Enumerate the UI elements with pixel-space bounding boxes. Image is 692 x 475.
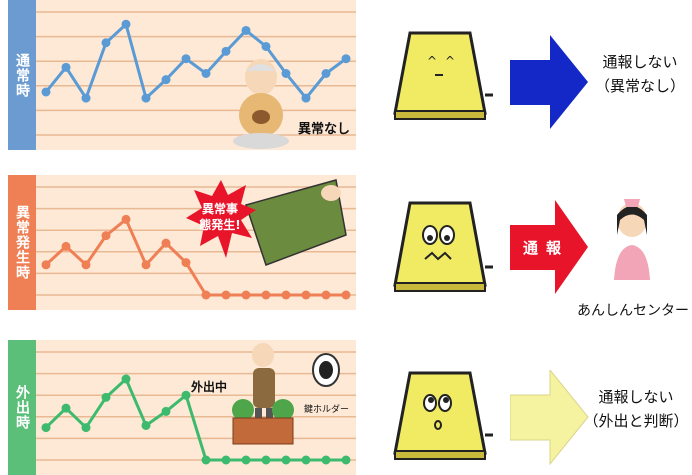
activity-point (281, 455, 291, 465)
activity-point (101, 38, 111, 48)
key-holder-label: 鍵ホルダー (304, 405, 350, 415)
sensor-device-surprised (393, 371, 493, 460)
activity-chart-outing (36, 351, 356, 465)
activity-point (321, 69, 331, 78)
alert-burst-icon (186, 180, 256, 258)
activity-point (161, 406, 171, 416)
activity-point (141, 260, 151, 270)
activity-point (221, 46, 231, 56)
caption-normal: 通報しない （異常なし） (585, 50, 692, 98)
activity-line (44, 376, 346, 462)
chart-panel-normal: 異常なし (36, 0, 356, 150)
abnormal-row: 異常発生時 異常事態発生! 通報 あんしんセンター (0, 175, 692, 319)
activity-point (341, 455, 351, 465)
activity-point (341, 54, 351, 64)
activity-line (44, 216, 346, 297)
activity-point (281, 69, 291, 78)
activity-point (161, 238, 171, 248)
activity-point (181, 258, 191, 268)
sensor-device-alarmed (393, 201, 493, 292)
activity-point (141, 93, 151, 103)
operator-illustration (605, 190, 660, 280)
normal-row: 通常時 異常なし ^ ^ 通報しない （異常なし） (0, 0, 692, 150)
activity-point (261, 455, 271, 465)
outing-row: 外出時 外出中 鍵ホルダー 通報しない (0, 340, 692, 475)
arrow-report (510, 200, 588, 294)
activity-point (121, 214, 131, 224)
report-badge: 通報 (523, 239, 570, 257)
burst-text: 異常事態発生! (199, 202, 241, 232)
activity-point (301, 455, 311, 465)
svg-text:^: ^ (445, 54, 455, 68)
figure-label-outing: 外出中 (191, 380, 228, 394)
activity-point (101, 392, 111, 402)
activity-point (241, 290, 251, 300)
activity-point (341, 290, 351, 300)
row-label-abnormal: 異常発生時 (8, 175, 36, 310)
activity-point (261, 41, 271, 51)
activity-point (181, 390, 191, 400)
caption-outing: 通報しない （外出と判断） (580, 385, 692, 433)
row-label-normal: 通常時 (8, 0, 36, 150)
activity-point (61, 241, 71, 251)
activity-point (281, 290, 291, 300)
activity-point (321, 455, 331, 465)
activity-point (81, 93, 91, 103)
caption-outing-line1: 通報しない (598, 388, 674, 406)
collapsed-person-illustration (245, 179, 347, 266)
key-holder-icon (312, 353, 340, 387)
activity-point (61, 62, 71, 72)
chart-panel-outing: 外出中 鍵ホルダー (36, 340, 356, 475)
caption-normal-line1: 通報しない (602, 53, 678, 71)
activity-point (41, 260, 51, 270)
activity-point (161, 75, 171, 85)
row-label-outing: 外出時 (8, 340, 36, 475)
activity-point (221, 290, 231, 300)
caption-normal-line2: （異常なし） (594, 77, 685, 95)
activity-point (201, 290, 211, 300)
activity-point (301, 93, 311, 103)
arrow-outing (510, 370, 589, 465)
activity-point (241, 455, 251, 465)
figure-label-normal: 異常なし (298, 122, 351, 137)
caption-outing-line2: （外出と判断） (583, 412, 689, 430)
activity-point (321, 290, 331, 300)
activity-point (101, 231, 111, 241)
activity-point (221, 455, 231, 465)
activity-point (121, 374, 131, 384)
activity-point (301, 290, 311, 300)
activity-point (41, 423, 51, 433)
activity-point (81, 260, 91, 270)
chart-panel-abnormal: 異常事態発生! (36, 175, 356, 310)
svg-text:^: ^ (427, 54, 437, 68)
garden-hedge-illustration (232, 399, 294, 445)
activity-line (44, 21, 347, 102)
activity-point (41, 87, 51, 97)
activity-point (181, 54, 191, 64)
activity-point (201, 455, 211, 465)
activity-point (141, 420, 151, 430)
sensor-device-calm: ^ ^ (393, 31, 493, 120)
activity-point (121, 19, 131, 29)
elderly-man-illustration (233, 59, 289, 149)
arrow-normal (510, 35, 588, 129)
activity-point (261, 290, 271, 300)
activity-point (241, 25, 251, 35)
activity-point (61, 403, 71, 413)
activity-point (201, 69, 211, 78)
center-label: あんしんセンター (577, 303, 689, 319)
activity-point (81, 423, 91, 433)
activity-chart-normal (36, 11, 356, 136)
